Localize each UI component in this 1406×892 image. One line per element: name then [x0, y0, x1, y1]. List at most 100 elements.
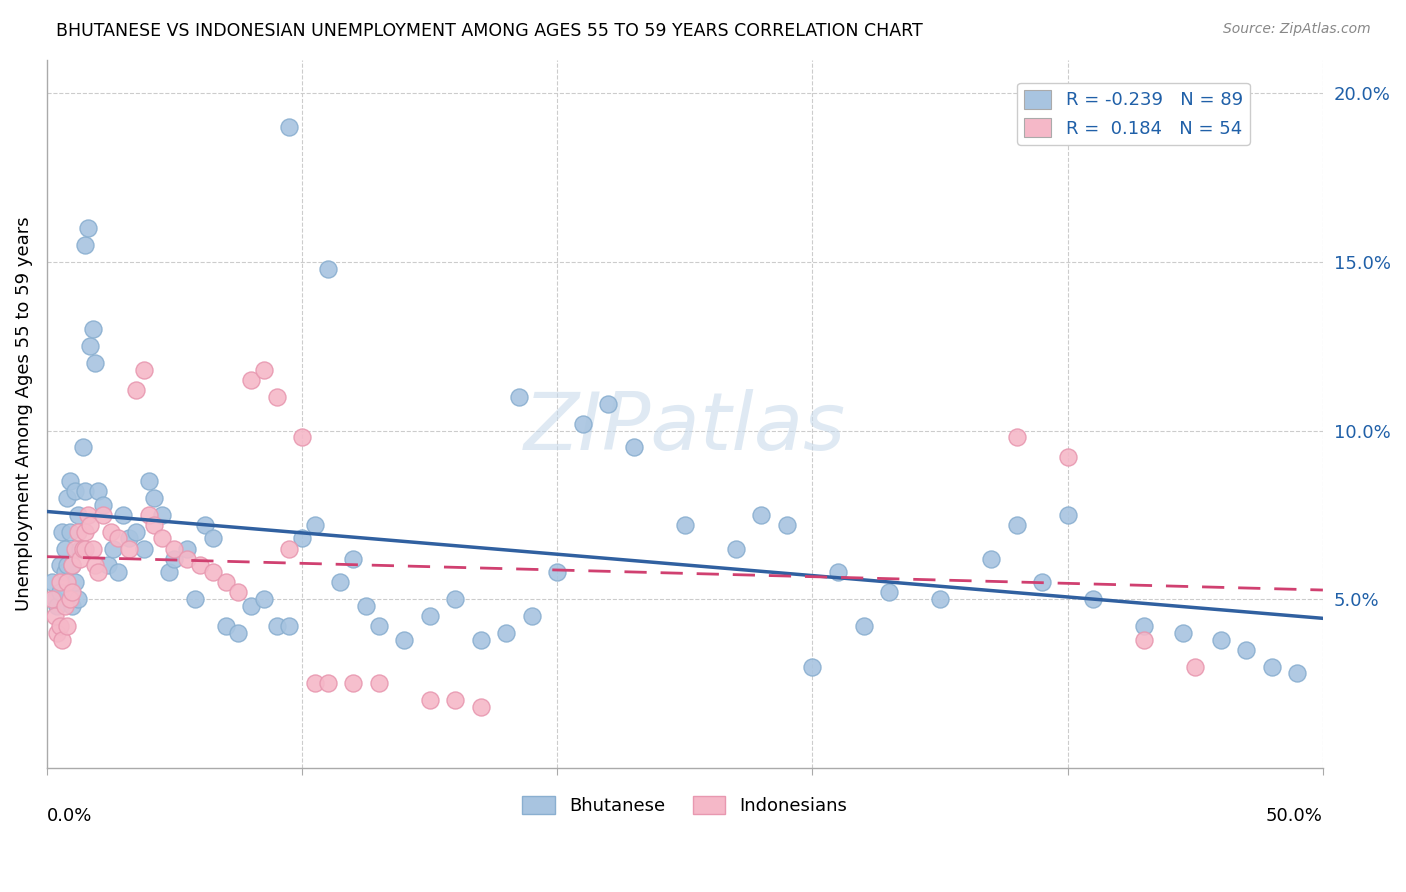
Point	[63, 484, 86, 499]
Point	[91, 508, 114, 522]
Point	[929, 592, 952, 607]
Point	[1261, 659, 1284, 673]
Point	[278, 541, 301, 556]
Point	[163, 541, 186, 556]
Point	[56, 619, 79, 633]
Point	[163, 551, 186, 566]
Point	[304, 676, 326, 690]
Point	[46, 599, 69, 613]
Point	[60, 585, 83, 599]
Legend: R = -0.239   N = 89, R =  0.184   N = 54: R = -0.239 N = 89, R = 0.184 N = 54	[1017, 83, 1250, 145]
Point	[1133, 632, 1156, 647]
Point	[97, 558, 120, 573]
Point	[46, 625, 69, 640]
Point	[112, 508, 135, 522]
Point	[75, 484, 97, 499]
Point	[143, 491, 166, 505]
Point	[60, 558, 83, 573]
Point	[253, 592, 276, 607]
Point	[66, 592, 89, 607]
Point	[157, 565, 180, 579]
Point	[194, 517, 217, 532]
Point	[240, 599, 263, 613]
Point	[117, 532, 139, 546]
Point	[367, 619, 389, 633]
Point	[72, 441, 94, 455]
Point	[91, 498, 114, 512]
Point	[66, 524, 89, 539]
Point	[63, 575, 86, 590]
Point	[103, 541, 125, 556]
Point	[367, 676, 389, 690]
Point	[84, 558, 107, 573]
Point	[214, 619, 236, 633]
Point	[877, 585, 900, 599]
Point	[304, 517, 326, 532]
Point	[117, 541, 139, 556]
Point	[470, 700, 492, 714]
Point	[41, 575, 63, 590]
Point	[59, 524, 82, 539]
Point	[138, 508, 160, 522]
Point	[1056, 450, 1078, 465]
Point	[72, 541, 94, 556]
Point	[240, 373, 263, 387]
Point	[214, 575, 236, 590]
Point	[354, 599, 377, 613]
Point	[980, 551, 1002, 566]
Point	[188, 558, 211, 573]
Point	[776, 517, 799, 532]
Point	[41, 592, 63, 607]
Point	[801, 659, 824, 673]
Point	[82, 541, 104, 556]
Point	[1209, 632, 1232, 647]
Point	[1031, 575, 1053, 590]
Point	[546, 565, 568, 579]
Point	[48, 619, 70, 633]
Point	[266, 619, 288, 633]
Text: 0.0%: 0.0%	[46, 806, 93, 824]
Point	[266, 390, 288, 404]
Point	[60, 599, 83, 613]
Point	[1133, 619, 1156, 633]
Point	[53, 565, 76, 579]
Point	[176, 551, 198, 566]
Text: BHUTANESE VS INDONESIAN UNEMPLOYMENT AMONG AGES 55 TO 59 YEARS CORRELATION CHART: BHUTANESE VS INDONESIAN UNEMPLOYMENT AMO…	[56, 22, 922, 40]
Point	[51, 524, 73, 539]
Point	[1056, 508, 1078, 522]
Point	[253, 363, 276, 377]
Point	[508, 390, 530, 404]
Point	[76, 221, 98, 235]
Point	[470, 632, 492, 647]
Point	[87, 484, 110, 499]
Y-axis label: Unemployment Among Ages 55 to 59 years: Unemployment Among Ages 55 to 59 years	[15, 217, 32, 611]
Point	[1083, 592, 1105, 607]
Text: Source: ZipAtlas.com: Source: ZipAtlas.com	[1223, 22, 1371, 37]
Point	[291, 532, 314, 546]
Point	[44, 592, 66, 607]
Point	[316, 261, 339, 276]
Point	[132, 541, 155, 556]
Point	[82, 322, 104, 336]
Point	[852, 619, 875, 633]
Point	[107, 532, 129, 546]
Point	[48, 575, 70, 590]
Point	[673, 517, 696, 532]
Point	[316, 676, 339, 690]
Point	[79, 517, 101, 532]
Point	[150, 532, 173, 546]
Point	[132, 363, 155, 377]
Point	[44, 609, 66, 624]
Point	[572, 417, 595, 431]
Point	[278, 619, 301, 633]
Point	[226, 625, 249, 640]
Point	[51, 632, 73, 647]
Point	[150, 508, 173, 522]
Point	[176, 541, 198, 556]
Point	[53, 599, 76, 613]
Point	[1005, 430, 1028, 444]
Point	[107, 565, 129, 579]
Point	[66, 508, 89, 522]
Point	[59, 592, 82, 607]
Point	[419, 693, 441, 707]
